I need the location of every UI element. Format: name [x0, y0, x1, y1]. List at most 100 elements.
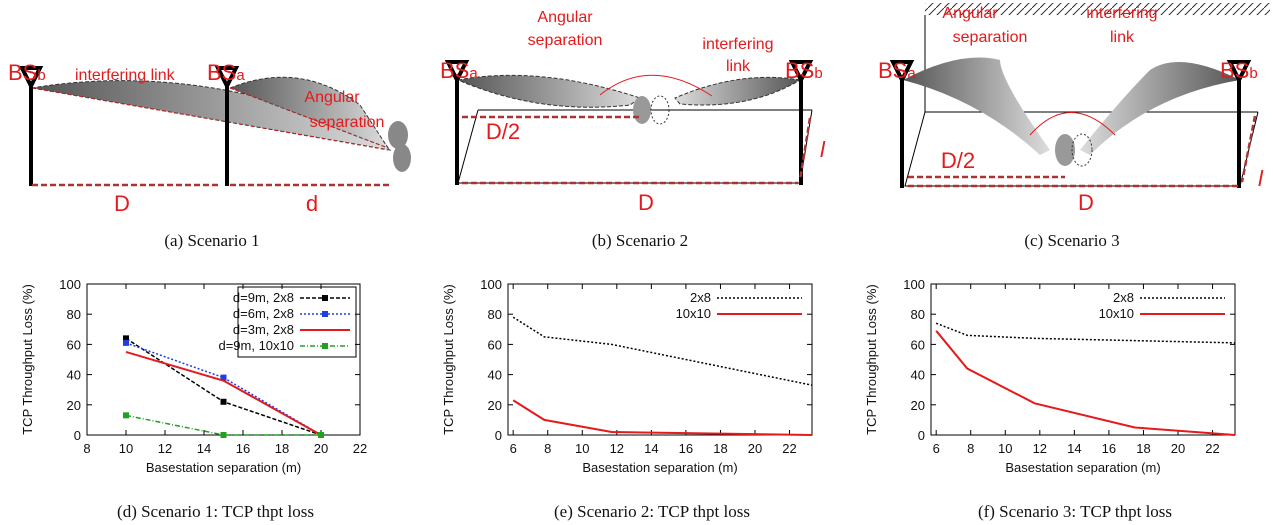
caption: (b) Scenario 2 [592, 231, 688, 250]
x-tick-label: 14 [1067, 441, 1081, 456]
x-tick-label: 14 [197, 441, 211, 456]
legend-label: 10x10 [1099, 306, 1134, 321]
plot-frame [86, 283, 361, 436]
y-axis-label: TCP Throughput Loss (%) [441, 284, 456, 435]
ceiling [925, 3, 1270, 15]
point [220, 398, 227, 405]
y-tick-label: 80 [911, 307, 925, 322]
angular-label: Angular [942, 5, 998, 22]
y-tick-label: 40 [911, 368, 925, 383]
link-label: link [1110, 29, 1135, 46]
beam [1080, 62, 1240, 155]
antenna [214, 66, 240, 186]
y-tick-label: 20 [67, 398, 81, 413]
bs-label: BSb [785, 58, 823, 83]
x-tick-label: 18 [713, 441, 727, 456]
x-axis-label: Basestation separation (m) [582, 460, 737, 475]
x-tick-label: 10 [575, 441, 589, 456]
antenna [889, 60, 915, 188]
x-tick-label: 10 [998, 441, 1012, 456]
antenna [1226, 60, 1252, 188]
dim-label: D/2 [941, 148, 975, 173]
dim-label: D [638, 190, 654, 215]
y-tick-label: 60 [67, 337, 81, 352]
y-tick-label: 100 [903, 277, 925, 292]
caption: (c) Scenario 3 [1024, 231, 1119, 250]
point [318, 432, 324, 438]
legend-label: d=9m, 10x10 [218, 338, 294, 353]
beam [674, 76, 802, 106]
dim-label: l [1258, 166, 1264, 191]
angular-label: Angular [304, 89, 360, 106]
x-tick-label: 16 [236, 441, 250, 456]
person [633, 96, 651, 124]
x-tick-label: 22 [353, 441, 367, 456]
bs-label: BSa [207, 60, 245, 85]
y-tick-label: 0 [495, 428, 502, 443]
chart: 0 20 40 60 80 100 6 8 10 12 14 16 18 20 22 Basestation … [441, 277, 813, 521]
y-tick-label: 20 [488, 398, 502, 413]
y-tick-label: 60 [488, 337, 502, 352]
x-tick-label: 8 [544, 441, 551, 456]
bs-label: BSb [1220, 58, 1258, 83]
caption: (d) Scenario 1: TCP thpt loss [117, 502, 314, 521]
angular-label: separation [310, 114, 385, 131]
legend-label: 2x8 [1113, 290, 1134, 305]
y-tick-label: 40 [488, 368, 502, 383]
y-tick-label: 0 [918, 428, 925, 443]
x-tick-label: 16 [1102, 441, 1116, 456]
beam [903, 57, 1050, 155]
antenna [444, 60, 470, 185]
beam [228, 76, 390, 150]
dimension [908, 115, 1257, 188]
dim-label: l [820, 137, 826, 162]
x-tick-label: 8 [83, 441, 90, 456]
legend-label: 2x8 [690, 290, 711, 305]
x-tick-label: 6 [510, 441, 517, 456]
bs-label: BSb [8, 60, 46, 85]
series-line [512, 399, 813, 436]
legend-label: d=9m, 2x8 [233, 290, 294, 305]
legend-marker [322, 343, 328, 349]
bs-label: BSa [440, 58, 478, 83]
arc [1029, 112, 1116, 136]
link-label: interfering link [75, 67, 176, 84]
point [220, 432, 227, 438]
dim-label: D/2 [486, 119, 520, 144]
x-tick-label: 14 [644, 441, 658, 456]
y-axis-label: TCP Throughput Loss (%) [20, 284, 35, 435]
y-axis-label: TCP Throughput Loss (%) [864, 284, 879, 435]
legend-box [237, 286, 357, 358]
x-axis-label: Basestation separation (m) [1005, 460, 1160, 475]
x-axis-label: Basestation separation (m) [146, 460, 301, 475]
link-label: link [726, 58, 751, 75]
person [388, 121, 408, 149]
x-tick-label: 18 [275, 441, 289, 456]
x-tick-label: 18 [1136, 441, 1150, 456]
x-tick-label: 10 [119, 441, 133, 456]
x-tick-label: 16 [679, 441, 693, 456]
antenna [18, 66, 44, 186]
diagram-1: BSb interfering link BSa Angular separat… [8, 60, 411, 250]
x-tick-label: 12 [158, 441, 172, 456]
point [123, 339, 129, 346]
chart: 0 20 40 60 80 100 8 10 12 14 16 18 20 22 Basestation s… [20, 277, 367, 521]
person [1071, 133, 1093, 167]
x-tick-label: 12 [610, 441, 624, 456]
x-tick-label: 20 [1171, 441, 1185, 456]
x-tick-label: 22 [1205, 441, 1219, 456]
y-tick-label: 80 [488, 307, 502, 322]
angular-label: Angular [537, 9, 593, 26]
person [650, 95, 670, 125]
bs-label: BSa [878, 58, 916, 83]
link-label: interfering [1086, 5, 1157, 22]
beam [456, 74, 642, 108]
point [220, 374, 227, 381]
x-tick-label: 20 [314, 441, 328, 456]
x-tick-label: 20 [748, 441, 762, 456]
series-line [935, 330, 1236, 436]
plot-frame [930, 283, 1236, 436]
x-tick-label: 22 [782, 441, 796, 456]
arc [599, 74, 713, 97]
dimension [462, 115, 812, 185]
